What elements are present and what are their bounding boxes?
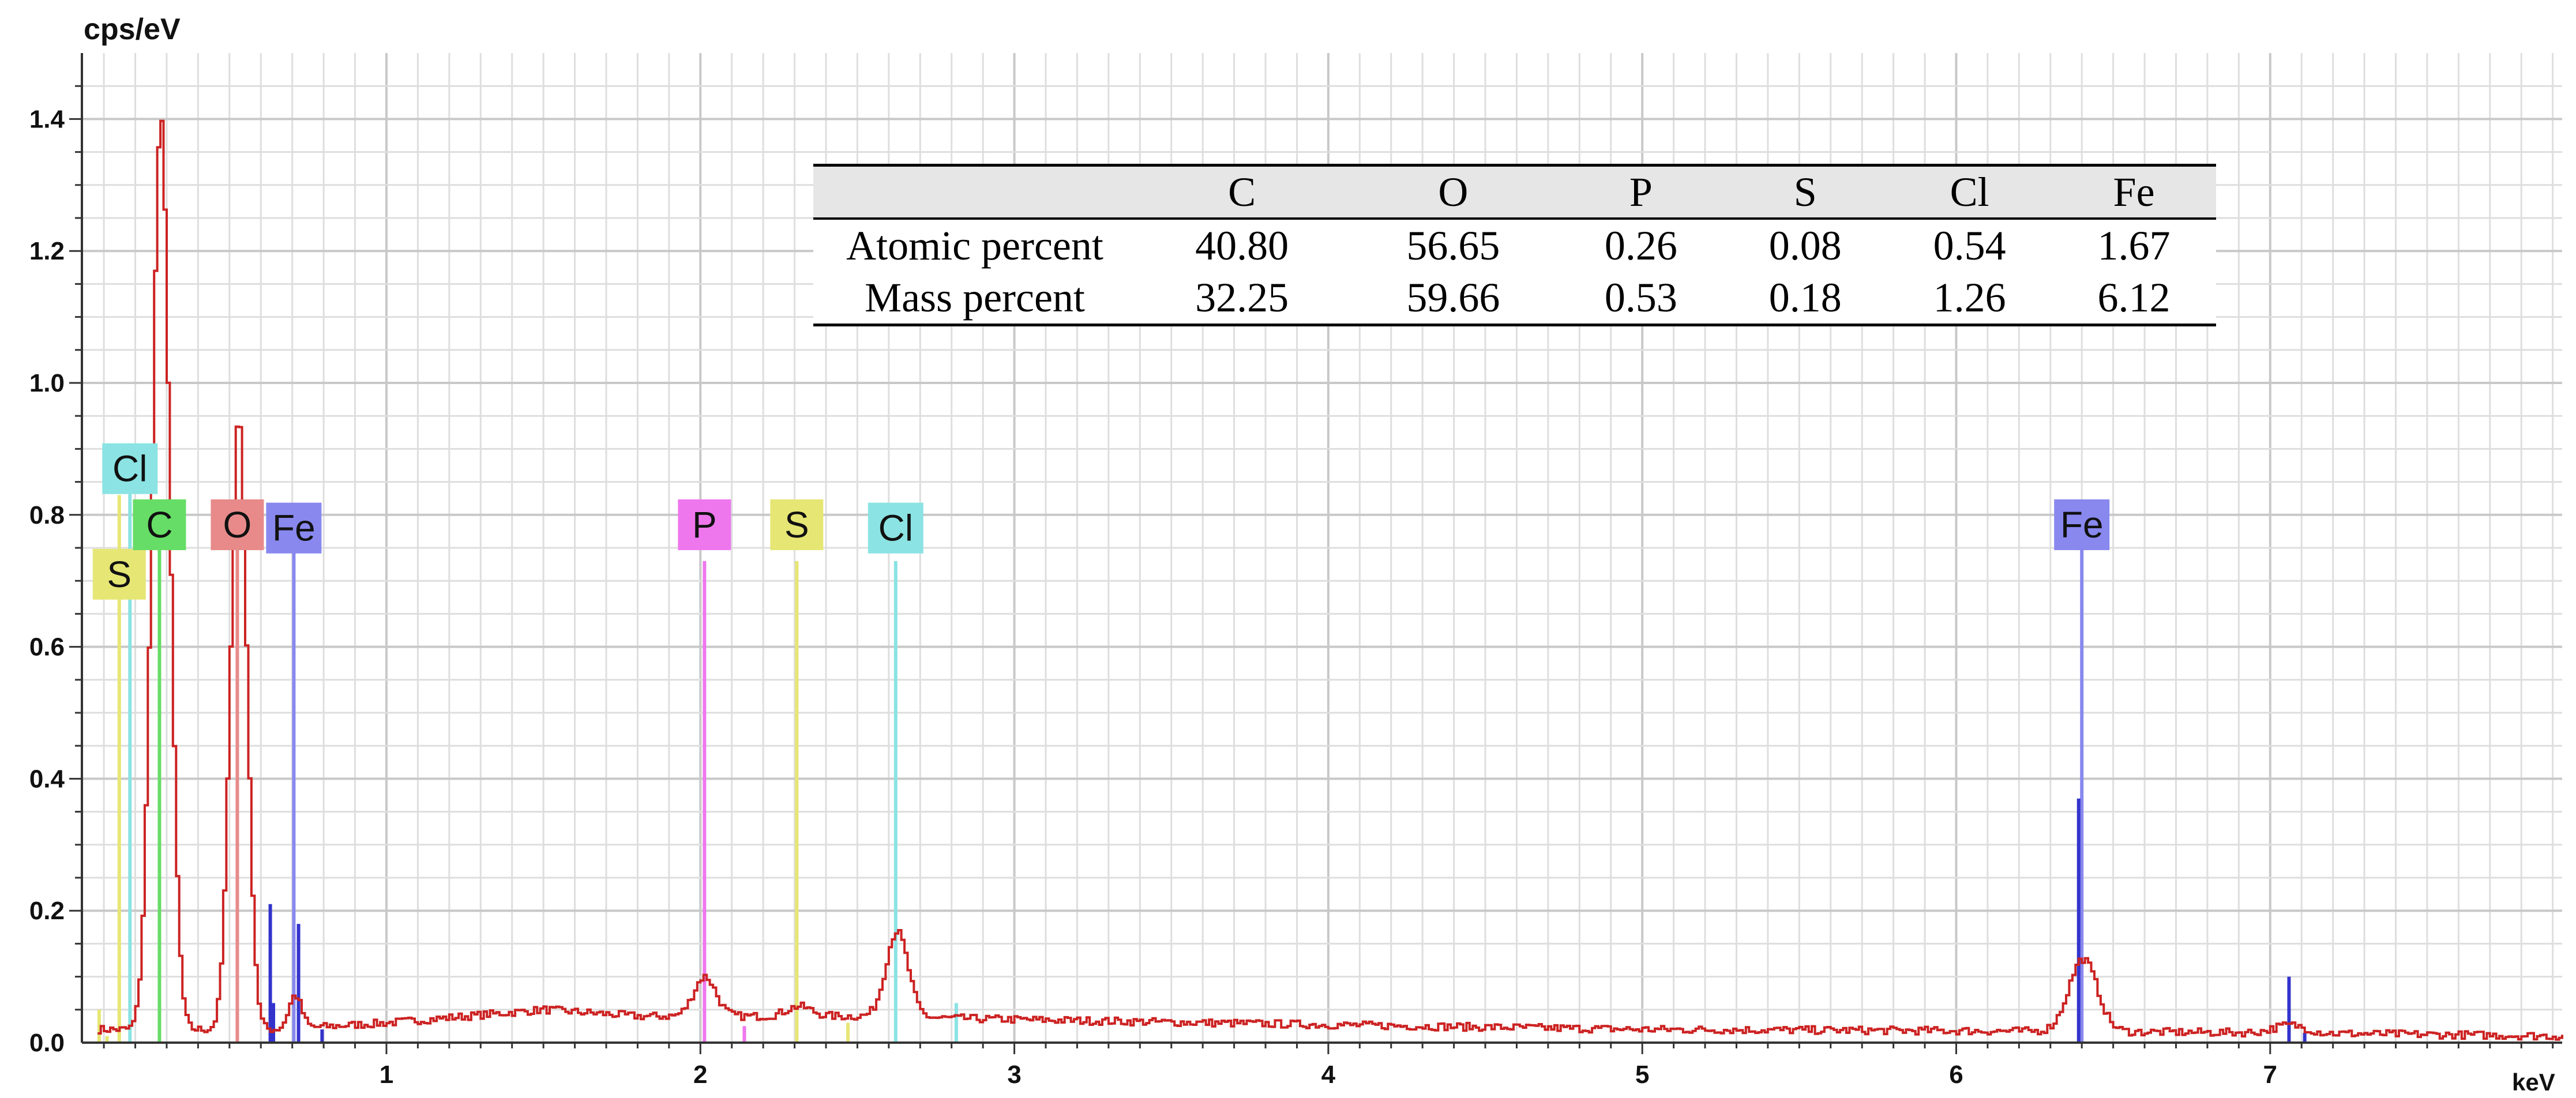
- y-tick-label: 0.4: [29, 765, 65, 793]
- element-label: S: [784, 504, 809, 546]
- table-row: Mass percent 32.25 59.66 0.53 0.18 1.26 …: [813, 272, 2216, 326]
- header-iron: Fe: [2052, 164, 2216, 220]
- element-label: Fe: [272, 507, 316, 549]
- table-cell: 1.26: [1887, 272, 2052, 326]
- element-label-box: [770, 499, 824, 550]
- y-tick-label: 1.4: [29, 105, 65, 133]
- y-tick-label: 1.2: [29, 237, 65, 265]
- element-label: S: [107, 554, 132, 595]
- x-tick-label: 1: [380, 1061, 393, 1089]
- header-corner: [813, 164, 1136, 220]
- element-label-box: [133, 499, 186, 550]
- y-tick-label: 0.8: [29, 501, 65, 529]
- header-carbon: C: [1136, 164, 1348, 220]
- element-label: O: [223, 504, 252, 546]
- x-tick-label: 6: [1949, 1061, 1963, 1089]
- x-tick-label: 2: [693, 1061, 707, 1089]
- header-oxygen: O: [1347, 164, 1559, 220]
- table-row: Atomic percent 40.80 56.65 0.26 0.08 0.5…: [813, 219, 2216, 272]
- table-cell: 59.66: [1347, 272, 1559, 326]
- row-label: Atomic percent: [846, 222, 1103, 269]
- y-tick-label: 0.0: [29, 1029, 65, 1057]
- x-tick-label: 5: [1635, 1061, 1649, 1089]
- spectrum-trace: [97, 119, 2563, 1041]
- x-axis-label: keV: [2512, 1069, 2555, 1096]
- element-label-box: [92, 548, 146, 600]
- table-cell: 0.18: [1723, 272, 1888, 326]
- element-label: Cl: [878, 507, 913, 549]
- table-cell: 0.08: [1768, 222, 1842, 269]
- composition-table-grid: C O P S Cl Fe Atomic percent 40.80 56.65…: [813, 164, 2216, 326]
- y-tick-label: 0.6: [29, 633, 65, 661]
- header-sulfur: S: [1723, 164, 1888, 220]
- table-cell: 6.12: [2052, 272, 2216, 326]
- table-cell: 40.80: [1195, 222, 1289, 269]
- y-axis-label: cps/eV: [84, 13, 181, 46]
- header-phosphorus: P: [1559, 164, 1723, 220]
- spectrum-series: [97, 119, 2563, 1041]
- element-label: Fe: [2060, 504, 2104, 546]
- y-tick-label: 1.0: [29, 369, 65, 397]
- chart-axes: 0.0 0.2 0.4 0.6 0.8 1.0 1.2 1.4 1 2 3 4 5 6 7: [29, 53, 2562, 1089]
- composition-header-row: C O P S Cl Fe: [813, 164, 2216, 220]
- element-label-box: [102, 443, 158, 494]
- element-labels: S Cl C O Fe P S Cl Fe: [92, 443, 2110, 600]
- header-chlorine: Cl: [1887, 164, 2052, 220]
- element-label: C: [146, 504, 172, 546]
- element-label-box: [266, 502, 322, 554]
- element-label: P: [692, 504, 717, 546]
- x-tick-label: 3: [1007, 1061, 1021, 1089]
- table-cell: 0.54: [1933, 222, 2006, 269]
- element-label: Cl: [112, 448, 147, 490]
- composition-table: C O P S Cl Fe Atomic percent 40.80 56.65…: [813, 164, 2216, 326]
- table-cell: 0.26: [1604, 222, 1677, 269]
- x-tick-label: 4: [1321, 1061, 1336, 1089]
- y-tick-label: 0.2: [29, 897, 65, 925]
- element-label-box: [678, 499, 731, 550]
- table-cell: 32.25: [1136, 272, 1348, 326]
- table-cell: 0.53: [1559, 272, 1723, 326]
- element-label-box: [868, 502, 923, 554]
- row-label: Mass percent: [813, 272, 1136, 326]
- x-tick-label: 7: [2263, 1061, 2277, 1089]
- table-cell: 56.65: [1406, 222, 1500, 269]
- element-label-box: [2054, 499, 2110, 550]
- table-cell: 1.67: [2097, 222, 2171, 269]
- element-label-box: [211, 499, 264, 550]
